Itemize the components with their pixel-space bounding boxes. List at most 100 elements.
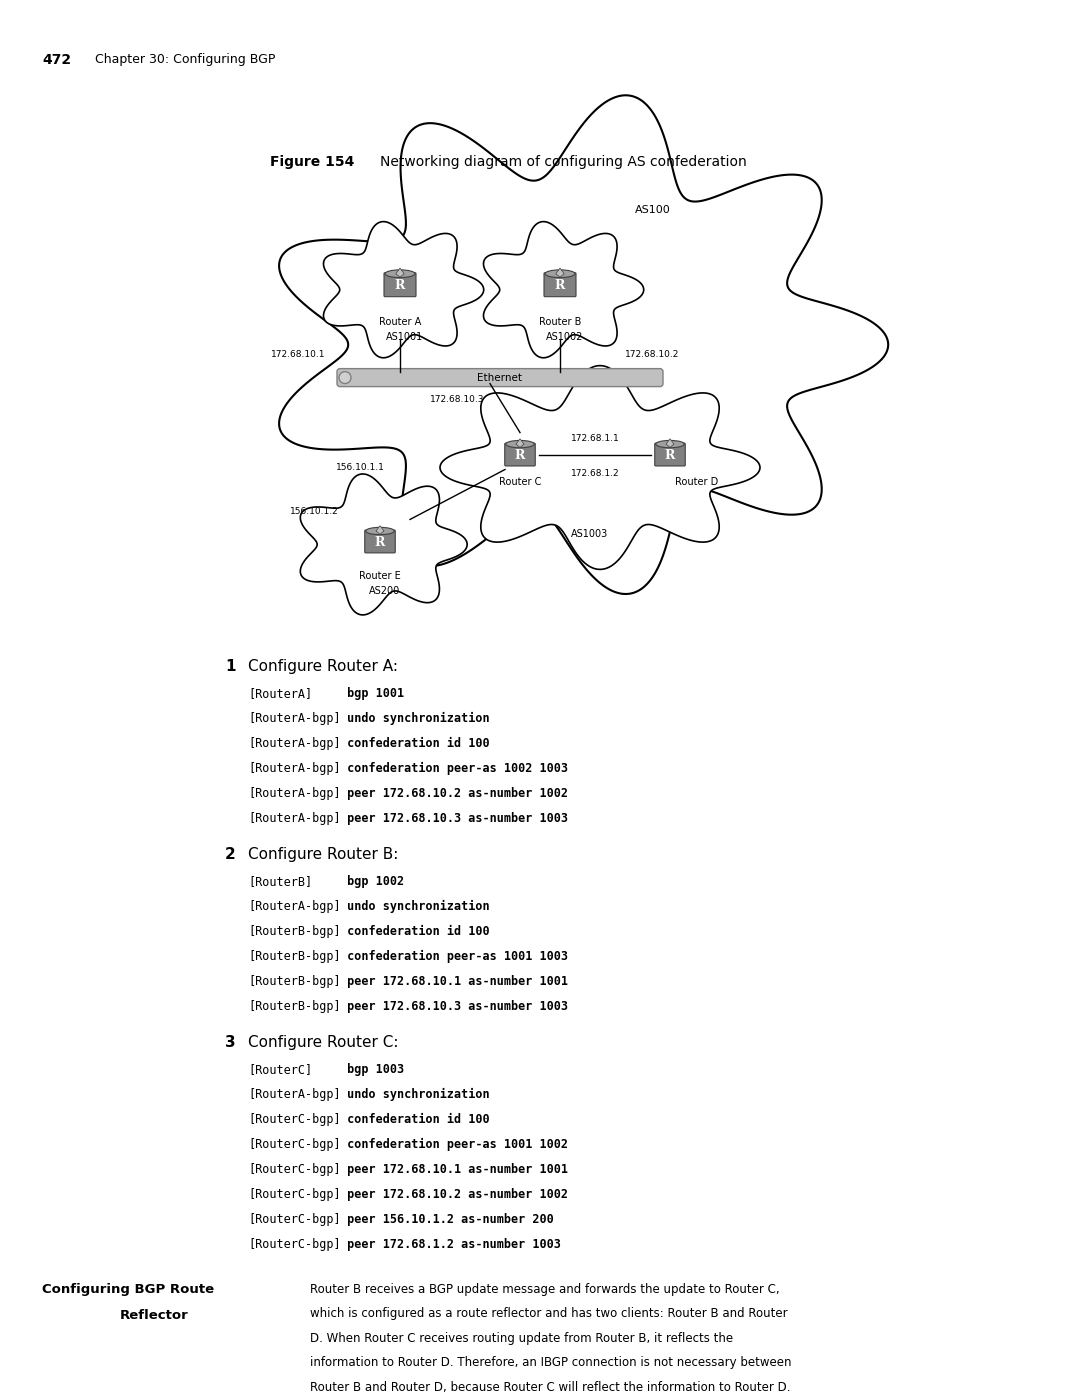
Polygon shape	[440, 366, 760, 570]
Text: R: R	[515, 448, 525, 462]
Text: bgp 1003: bgp 1003	[340, 1063, 404, 1076]
FancyBboxPatch shape	[504, 443, 536, 467]
Text: [RouterA-bgp]: [RouterA-bgp]	[248, 812, 340, 826]
FancyBboxPatch shape	[384, 272, 416, 296]
Text: Configuring BGP Route: Configuring BGP Route	[42, 1282, 214, 1295]
Polygon shape	[395, 268, 404, 277]
Text: Router D: Router D	[675, 476, 718, 486]
Text: confederation id 100: confederation id 100	[340, 1113, 489, 1126]
Text: AS100: AS100	[635, 205, 671, 215]
Text: [RouterC]: [RouterC]	[248, 1063, 312, 1076]
Ellipse shape	[366, 527, 394, 535]
Text: [RouterC-bgp]: [RouterC-bgp]	[248, 1187, 340, 1201]
Text: R: R	[395, 279, 405, 292]
Text: Configure Router A:: Configure Router A:	[248, 659, 399, 675]
Ellipse shape	[384, 270, 415, 278]
Text: R: R	[375, 536, 386, 549]
Text: peer 172.68.10.1 as-number 1001: peer 172.68.10.1 as-number 1001	[340, 1162, 568, 1176]
Text: R: R	[665, 448, 675, 462]
Text: 156.10.1.2: 156.10.1.2	[291, 507, 339, 515]
Text: [RouterC-bgp]: [RouterC-bgp]	[248, 1238, 340, 1250]
Text: D. When Router C receives routing update from Router B, it reflects the: D. When Router C receives routing update…	[310, 1331, 733, 1345]
Text: [RouterB-bgp]: [RouterB-bgp]	[248, 950, 340, 963]
Ellipse shape	[656, 440, 685, 448]
Text: [RouterC-bgp]: [RouterC-bgp]	[248, 1213, 340, 1225]
Text: 1: 1	[225, 659, 235, 675]
Text: [RouterA-bgp]: [RouterA-bgp]	[248, 738, 340, 750]
Text: which is configured as a route reflector and has two clients: Router B and Route: which is configured as a route reflector…	[310, 1308, 787, 1320]
Polygon shape	[324, 222, 484, 358]
Text: Ethernet: Ethernet	[477, 373, 523, 383]
Text: 172.68.1.1: 172.68.1.1	[570, 433, 619, 443]
Text: peer 172.68.10.2 as-number 1002: peer 172.68.10.2 as-number 1002	[340, 787, 568, 800]
Text: undo synchronization: undo synchronization	[340, 1088, 489, 1101]
Text: peer 156.10.1.2 as-number 200: peer 156.10.1.2 as-number 200	[340, 1213, 554, 1225]
FancyBboxPatch shape	[654, 443, 685, 467]
Text: confederation peer-as 1001 1003: confederation peer-as 1001 1003	[340, 950, 568, 963]
Polygon shape	[666, 439, 674, 447]
Text: [RouterC-bgp]: [RouterC-bgp]	[248, 1113, 340, 1126]
Text: 172.68.10.2: 172.68.10.2	[625, 351, 679, 359]
Text: confederation id 100: confederation id 100	[340, 925, 489, 937]
Text: peer 172.68.10.2 as-number 1002: peer 172.68.10.2 as-number 1002	[340, 1187, 568, 1201]
Text: Configure Router C:: Configure Router C:	[248, 1035, 399, 1051]
Polygon shape	[556, 268, 564, 277]
Text: bgp 1001: bgp 1001	[340, 687, 404, 700]
Text: peer 172.68.10.3 as-number 1003: peer 172.68.10.3 as-number 1003	[340, 812, 568, 826]
Text: [RouterC-bgp]: [RouterC-bgp]	[248, 1162, 340, 1176]
Text: Router B: Router B	[539, 317, 581, 327]
Text: 2: 2	[225, 847, 235, 862]
Text: [RouterA-bgp]: [RouterA-bgp]	[248, 763, 340, 775]
Ellipse shape	[545, 270, 575, 278]
Text: Router E: Router E	[360, 571, 401, 581]
Polygon shape	[279, 95, 888, 594]
Text: AS1001: AS1001	[387, 331, 423, 342]
Text: [RouterB]: [RouterB]	[248, 875, 312, 888]
Text: undo synchronization: undo synchronization	[340, 712, 489, 725]
Text: bgp 1002: bgp 1002	[340, 875, 404, 888]
Text: Configure Router B:: Configure Router B:	[248, 847, 399, 862]
Text: [RouterA-bgp]: [RouterA-bgp]	[248, 712, 340, 725]
FancyBboxPatch shape	[544, 272, 576, 296]
Text: confederation peer-as 1001 1002: confederation peer-as 1001 1002	[340, 1137, 568, 1151]
Text: Router C: Router C	[499, 476, 541, 486]
Text: 3: 3	[225, 1035, 235, 1051]
Text: Reflector: Reflector	[120, 1309, 189, 1322]
Text: [RouterA]: [RouterA]	[248, 687, 312, 700]
Text: [RouterA-bgp]: [RouterA-bgp]	[248, 1088, 340, 1101]
Text: Chapter 30: Configuring BGP: Chapter 30: Configuring BGP	[95, 53, 275, 67]
FancyBboxPatch shape	[365, 529, 395, 553]
Text: R: R	[555, 279, 565, 292]
Text: peer 172.68.1.2 as-number 1003: peer 172.68.1.2 as-number 1003	[340, 1238, 561, 1250]
Text: Router B receives a BGP update message and forwards the update to Router C,: Router B receives a BGP update message a…	[310, 1282, 780, 1295]
Text: 172.68.10.3: 172.68.10.3	[430, 395, 485, 404]
Text: AS1003: AS1003	[571, 529, 609, 539]
Text: confederation peer-as 1002 1003: confederation peer-as 1002 1003	[340, 763, 568, 775]
Text: peer 172.68.10.3 as-number 1003: peer 172.68.10.3 as-number 1003	[340, 1000, 568, 1013]
Text: information to Router D. Therefore, an IBGP connection is not necessary between: information to Router D. Therefore, an I…	[310, 1356, 792, 1369]
Text: 172.68.10.1: 172.68.10.1	[270, 351, 325, 359]
Text: undo synchronization: undo synchronization	[340, 900, 489, 914]
Text: [RouterC-bgp]: [RouterC-bgp]	[248, 1137, 340, 1151]
Text: [RouterA-bgp]: [RouterA-bgp]	[248, 900, 340, 914]
Text: [RouterB-bgp]: [RouterB-bgp]	[248, 1000, 340, 1013]
Text: 156.10.1.1: 156.10.1.1	[336, 462, 384, 472]
Polygon shape	[516, 439, 524, 447]
Text: Router A: Router A	[379, 317, 421, 327]
Ellipse shape	[505, 440, 535, 448]
Text: Router B and Router D, because Router C will reflect the information to Router D: Router B and Router D, because Router C …	[310, 1380, 791, 1394]
FancyBboxPatch shape	[337, 369, 663, 387]
Text: Networking diagram of configuring AS confederation: Networking diagram of configuring AS con…	[380, 155, 746, 169]
Text: [RouterA-bgp]: [RouterA-bgp]	[248, 787, 340, 800]
Text: 172.68.1.2: 172.68.1.2	[570, 468, 619, 478]
Polygon shape	[376, 525, 384, 534]
Text: AS200: AS200	[369, 587, 401, 597]
Ellipse shape	[339, 372, 351, 384]
Text: [RouterB-bgp]: [RouterB-bgp]	[248, 975, 340, 988]
Polygon shape	[300, 474, 468, 615]
Text: 472: 472	[42, 53, 71, 67]
Polygon shape	[484, 222, 644, 358]
Text: Figure 154: Figure 154	[270, 155, 354, 169]
Text: peer 172.68.10.1 as-number 1001: peer 172.68.10.1 as-number 1001	[340, 975, 568, 988]
Text: [RouterB-bgp]: [RouterB-bgp]	[248, 925, 340, 937]
